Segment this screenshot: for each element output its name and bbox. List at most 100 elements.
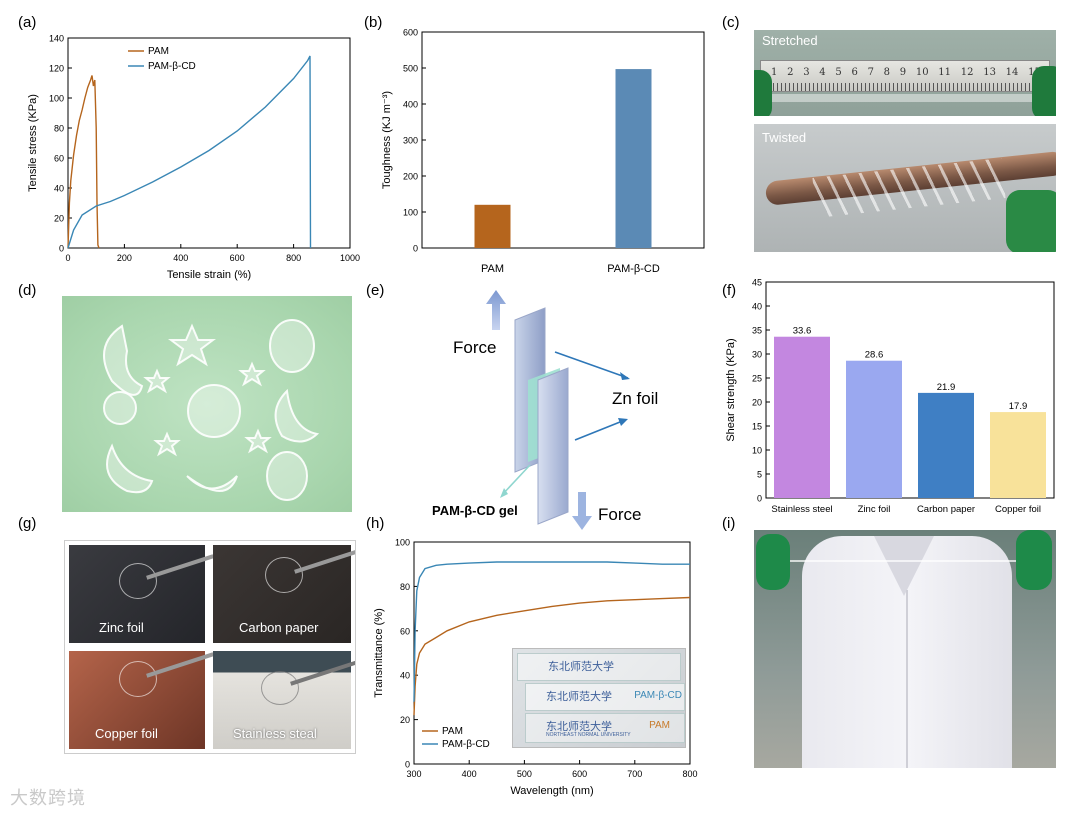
y-tick-label: 200 [403, 172, 418, 182]
watermark: 大数跨境 [10, 788, 86, 809]
category-label: Copper foil [995, 504, 1041, 515]
photo-c-twisted: Twisted [754, 124, 1056, 252]
plot-frame [413, 541, 691, 765]
y-tick-label: 35 [752, 326, 762, 336]
inset-film-pamcd: 东北师范大学 PAM-β-CD [525, 683, 685, 711]
y-tick-label: 80 [54, 124, 64, 134]
y-tick-label: 600 [403, 28, 418, 38]
x-axis-label: Wavelength (nm) [510, 785, 593, 797]
zn-arrow-1-head [620, 372, 630, 380]
y-tick-label: 0 [405, 760, 410, 770]
stretched-gel-fiber [774, 560, 1044, 562]
bar [774, 336, 830, 498]
force-top-label: Force [453, 338, 496, 357]
y-tick-label: 25 [752, 374, 762, 384]
series-line-1 [67, 55, 312, 249]
gel-moon-2 [274, 388, 320, 443]
y-tick-label: 60 [54, 154, 64, 164]
y-tick-label: 100 [403, 208, 418, 218]
glove-left [756, 534, 790, 590]
gel-shell-1 [103, 391, 137, 425]
y-tick-label: 100 [395, 538, 410, 548]
y-axis-label: Transmittance (%) [373, 608, 385, 697]
ruler-number: 5 [835, 67, 842, 78]
panel-label-a: (a) [18, 14, 37, 31]
y-tick-label: 20 [400, 715, 410, 725]
x-tick-label: 600 [572, 769, 587, 779]
y-tick-label: 140 [49, 34, 64, 44]
y-axis-label: Shear strength (KPa) [725, 338, 737, 441]
photo-g-substrates: Zinc foil Carbon paper Copper foil Stain… [64, 540, 356, 754]
y-tick-label: 45 [752, 278, 762, 288]
h-inset-photo: 东北师范大学 东北师范大学 PAM-β-CD 东北师范大学 NORTHEAST … [512, 648, 686, 748]
zn-foil-label: Zn foil [612, 389, 658, 408]
ruler-number: 12 [960, 67, 974, 78]
bar [990, 412, 1046, 498]
x-tick-label: 200 [117, 253, 132, 263]
legend-label: PAM [148, 46, 169, 57]
ruler-number: 13 [983, 67, 996, 78]
ruler-number: 7 [867, 67, 874, 78]
tile-stainless: Stainless steal [213, 651, 355, 749]
x-axis-label: Tensile strain (%) [167, 269, 251, 281]
tile-label-zinc: Zinc foil [99, 620, 144, 635]
panel-label-e: (e) [366, 282, 385, 299]
panel-label-i: (i) [722, 515, 736, 532]
legend-label: PAM-β-CD [442, 739, 490, 750]
ruler-number: 14 [1005, 67, 1019, 78]
stretched-label: Stretched [762, 33, 818, 48]
y-tick-label: 0 [413, 244, 418, 254]
green-glove-twist [1006, 190, 1056, 252]
bar [474, 204, 511, 248]
category-label: PAM [481, 263, 504, 275]
green-glove-left [754, 70, 772, 116]
panel-label-d: (d) [18, 282, 37, 299]
y-tick-label: 20 [752, 398, 762, 408]
gel-star-5 [244, 428, 272, 454]
force-bottom-label: Force [598, 505, 641, 524]
gel-moon-1 [103, 324, 144, 396]
gel-moon-4 [186, 475, 238, 492]
y-tick-label: 0 [757, 494, 762, 504]
plot-frame [765, 281, 1055, 499]
chart-b-toughness: Toughness (KJ m⁻³) 0 100 200 300 400 500 600 PAM… [381, 28, 705, 275]
stainless-gel-disc [261, 671, 299, 705]
tweezer-3 [146, 652, 214, 678]
y-tick-label: 100 [49, 94, 64, 104]
gel-arrow-head [500, 488, 508, 498]
panel-label-c: (c) [722, 14, 740, 31]
glove-right [1016, 530, 1052, 590]
data-label: 28.6 [865, 350, 884, 361]
tile-label-copper: Copper foil [95, 726, 158, 741]
inset-seal-mid: 东北师范大学 [546, 690, 612, 703]
tile-carbon: Carbon paper [213, 545, 355, 643]
panel-label-f: (f) [722, 282, 737, 299]
y-tick-label: 60 [400, 626, 410, 636]
arrow-up-icon [486, 290, 506, 330]
y-tick-label: 10 [752, 446, 762, 456]
gel-star-4 [153, 431, 181, 457]
y-axis-label: Tensile stress (KPa) [27, 94, 39, 192]
bar [918, 392, 974, 498]
category-label: Carbon paper [917, 504, 975, 515]
chart-f-shear: Shear strength (KPa) 0 5 10 15 20 25 30 35 40 45 St… [725, 278, 1055, 515]
tweezer-1 [146, 554, 214, 580]
y-tick-label: 40 [54, 184, 64, 194]
inset-film-pam: 东北师范大学 NORTHEAST NORMAL UNIVERSITY PAM [525, 713, 685, 743]
ruler-number: 9 [899, 67, 907, 78]
zn-plate-bottom [537, 367, 569, 525]
gel-leaf-1 [269, 319, 315, 373]
bar [615, 69, 652, 248]
zn-arrow-1 [554, 351, 629, 379]
photo-c-stretched: 123456789101112131415 Stretched [754, 30, 1056, 116]
x-tick-label: 600 [230, 253, 245, 263]
photo-d-gel-shapes [62, 296, 352, 512]
gel-arrow [501, 464, 531, 496]
inset-univ-en: NORTHEAST NORMAL UNIVERSITY [546, 732, 631, 738]
inset-label-pamcd: PAM-β-CD [634, 690, 682, 701]
y-tick-label: 120 [49, 64, 64, 74]
y-tick-label: 80 [400, 582, 410, 592]
ruler-number: 10 [915, 67, 929, 78]
y-tick-label: 300 [403, 136, 418, 146]
y-tick-label: 15 [752, 422, 762, 432]
